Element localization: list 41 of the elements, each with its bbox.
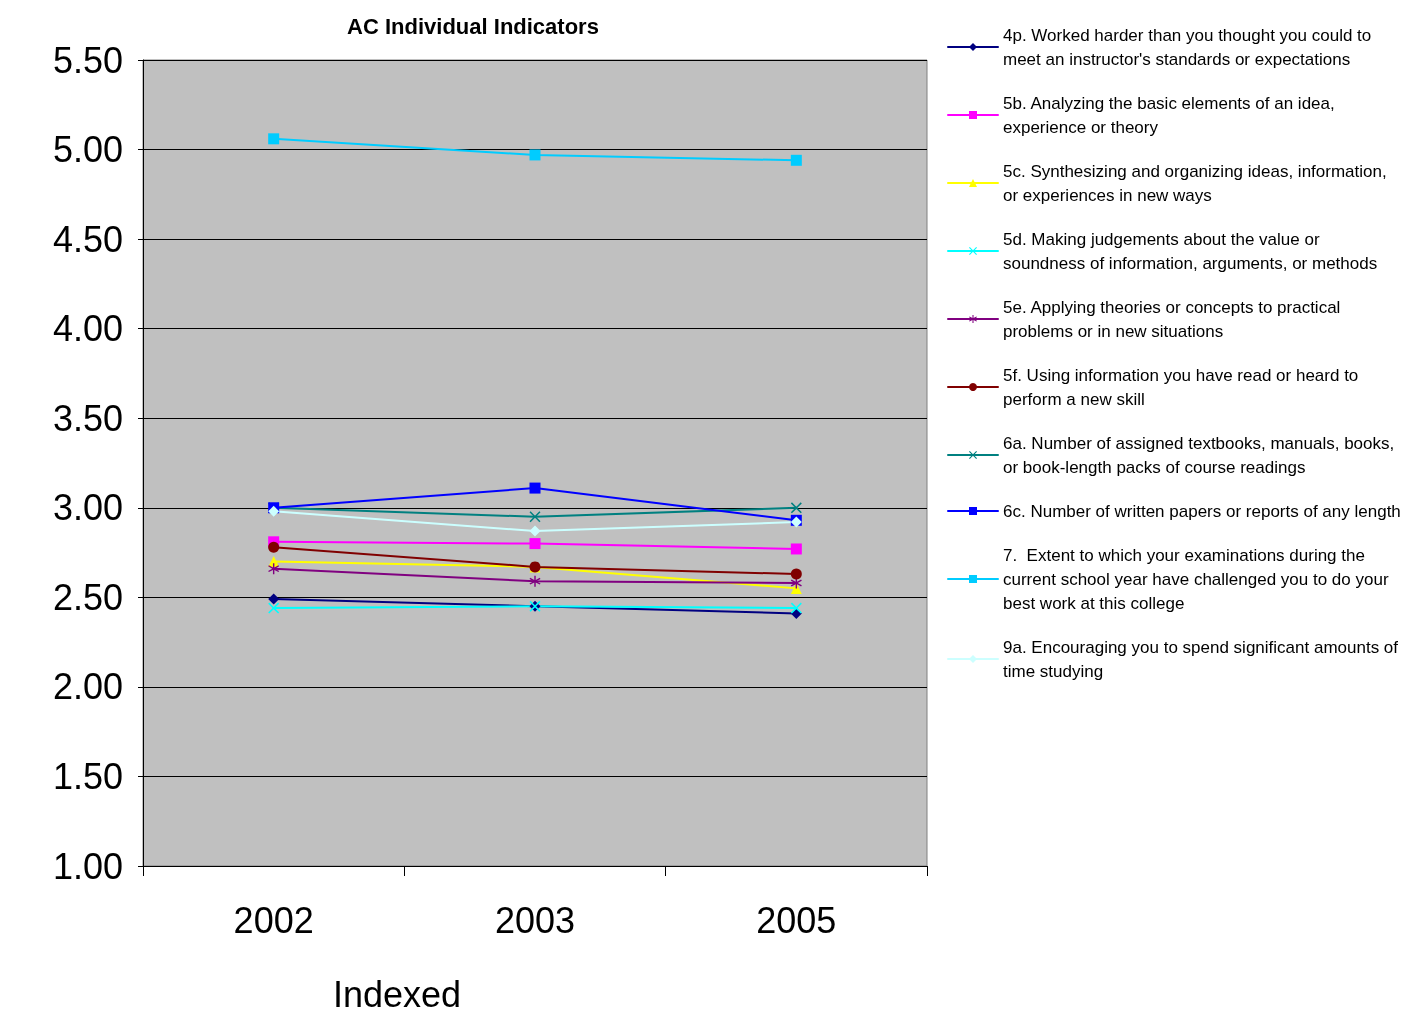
y-tick-label: 2.50	[52, 576, 123, 618]
point	[268, 133, 280, 145]
legend-label: 5c. Synthesizing and organizing ideas, information, or experiences in new ways	[1003, 161, 1392, 205]
point	[529, 525, 541, 537]
legend-label: 5d. Making judgements about the value or soundness of information, arguments, or methods	[1003, 229, 1378, 273]
point	[268, 541, 280, 553]
point	[529, 575, 541, 587]
point	[268, 563, 280, 575]
point	[790, 154, 802, 166]
legend-label: 9a. Encouraging you to spend significant amounts of time studying	[1003, 637, 1403, 681]
x-tick-label: 2003	[494, 899, 576, 941]
point	[529, 511, 541, 523]
y-tick-label: 4.00	[52, 308, 123, 350]
legend-label: 5f. Using information you have read or heard to perform a new skill	[1003, 365, 1364, 409]
point	[790, 568, 802, 580]
legend-label: 5e. Applying theories or concepts to practical problems or in new situations	[1003, 297, 1346, 341]
chart-title: AC Individual Indicators	[347, 13, 599, 39]
point	[268, 593, 280, 605]
legend-label: 6a. Number of assigned textbooks, manuals, books, or book-length packs of course readings	[1003, 433, 1399, 477]
legend-label: 6c. Number of written papers or reports of any length	[1003, 501, 1401, 521]
legend-label: 7. Extent to which your examinations during the current school year have challenged you to do your best work at this college	[1003, 545, 1394, 613]
point	[790, 602, 802, 614]
y-tick-label: 5.50	[52, 39, 123, 81]
legend-label: 5b. Analyzing the basic elements of an idea, experience or theory	[1003, 93, 1340, 137]
x-axis-title: Indexed	[333, 973, 462, 1015]
point	[790, 502, 802, 514]
legend-label: 4p. Worked harder than you thought you could to meet an instructor's standards or expectations	[1003, 25, 1376, 69]
y-tick-label: 5.00	[52, 129, 123, 171]
point	[529, 149, 541, 161]
point	[790, 543, 802, 555]
point	[529, 538, 541, 550]
point	[529, 482, 541, 494]
y-tick-label: 1.00	[52, 845, 123, 887]
y-tick-label: 4.50	[52, 218, 123, 260]
y-tick-label: 1.50	[52, 755, 123, 797]
y-tick-label: 3.00	[52, 487, 123, 529]
x-tick-label: 2002	[233, 899, 314, 941]
x-tick-label: 2005	[756, 899, 837, 941]
y-tick-label: 3.50	[52, 397, 123, 439]
y-tick-label: 2.00	[52, 666, 123, 708]
point	[268, 602, 280, 614]
